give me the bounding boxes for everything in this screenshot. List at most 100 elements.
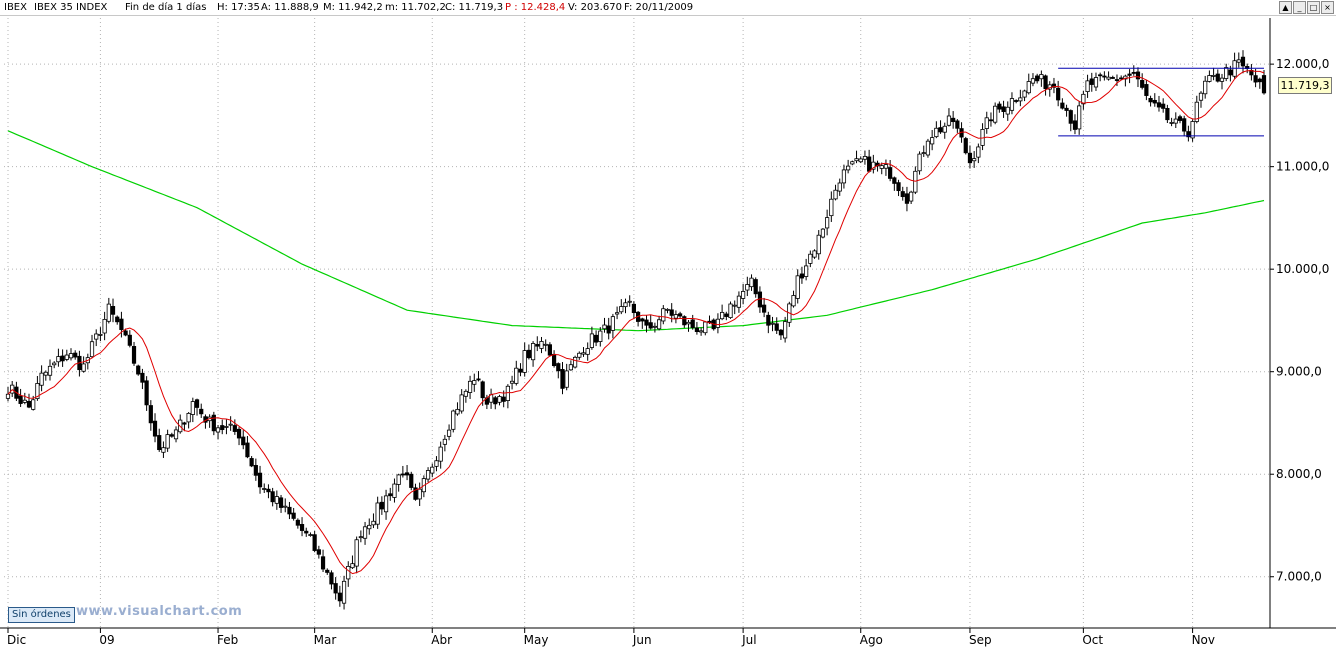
candle-body [1165,107,1170,121]
candle-body [241,436,246,446]
y-tick-label: 7.000,0 [1276,570,1322,584]
candle-body [1014,100,1019,102]
candle-body [543,343,548,346]
candle-body [161,447,166,453]
maximize-button[interactable]: □ [1307,1,1320,14]
candle-body [1077,105,1082,130]
volume-value: V: 203.670 [568,2,622,13]
price-chart[interactable]: 7.000,0 8.000,0 9.000,0 10.000,0 11.000,0 12.… [0,16,1336,647]
candle-body [1131,71,1136,74]
candle-body [249,458,254,467]
candle-body [816,234,821,255]
candle-body [1148,97,1153,103]
candle-body [199,408,204,415]
candle-body [946,115,952,126]
x-tick-label: Nov [1192,633,1215,647]
y-tick-label: 10.000,0 [1276,262,1329,276]
candle-body [518,368,523,373]
candle-body [434,460,439,467]
candle-body [703,321,708,334]
candle-body [1169,122,1174,124]
candle-body [1093,77,1099,88]
x-tick-label: Jul [741,633,756,647]
candle-body [350,563,355,569]
candle-body [854,158,859,162]
candle-body [274,496,279,504]
candle-body [690,319,695,328]
candle-body [867,156,872,172]
timeframe-label: Fin de día 1 días [125,2,207,13]
candle-body [119,318,124,330]
candle-body [232,425,237,432]
candle-body [623,302,628,308]
minimize-button[interactable]: _ [1293,1,1306,14]
candle-body [438,446,443,462]
candle-body [493,397,498,405]
candle-body [1068,110,1073,124]
restore-up-button[interactable]: ▲ [1279,1,1292,14]
close-value: C: 11.719,3 [445,2,504,13]
candle-body [530,343,536,361]
candle-body [102,318,107,334]
candle-body [984,117,989,129]
candle-body [1140,80,1145,88]
candle-body [644,319,649,326]
candle-body [581,352,586,355]
candle-body [115,316,120,323]
candle-body [825,217,830,229]
candle-body [396,474,401,485]
x-tick-label: Abr [431,633,452,647]
x-tick-label: Oct [1082,633,1103,647]
candle-body [1228,69,1233,76]
orders-button[interactable]: Sin órdenes [8,607,75,623]
candle-body [383,495,389,513]
candle-body [736,295,742,308]
candle-body [1102,75,1107,78]
x-tick-label: Dic [7,633,26,647]
candle-body [904,193,910,204]
candle-body [694,327,700,332]
candle-body [224,426,229,428]
candle-body [1127,73,1132,76]
candle-body [127,334,132,346]
candle-body [850,161,855,165]
time-value: H: 17:35 [217,2,260,13]
candle-body [257,472,263,488]
candle-body [346,565,351,580]
candle-body [1198,92,1204,101]
candle-body [451,410,456,430]
candle-body [1236,59,1241,63]
candle-body [413,487,418,500]
candle-body [909,191,914,202]
candle-body [1219,77,1225,82]
candle-body [657,319,662,330]
candle-body [585,348,590,355]
candle-body [442,438,447,445]
candle-body [1039,74,1044,80]
candle-body [379,501,384,510]
candle-body [862,156,868,160]
candle-body [997,103,1002,110]
candle-body [963,138,968,154]
candle-body [1026,81,1031,94]
candle-body [60,355,65,362]
candle-body [917,153,922,172]
candle-body [1190,121,1195,139]
candle-body [652,325,658,328]
candle-body [762,304,767,313]
candle-body [144,380,149,406]
candle-body [766,314,771,326]
candle-body [589,333,594,348]
candle-body [337,592,342,602]
candle-body [467,380,473,393]
candle-body [732,304,737,307]
close-button[interactable]: × [1321,1,1334,14]
candle-body [501,396,506,402]
candle-body [31,399,36,410]
candle-body [215,427,221,433]
candle-body [921,152,926,155]
candle-body [312,534,317,551]
candle-body [1177,116,1183,121]
candle-body [497,396,502,403]
candle-body [329,572,334,585]
